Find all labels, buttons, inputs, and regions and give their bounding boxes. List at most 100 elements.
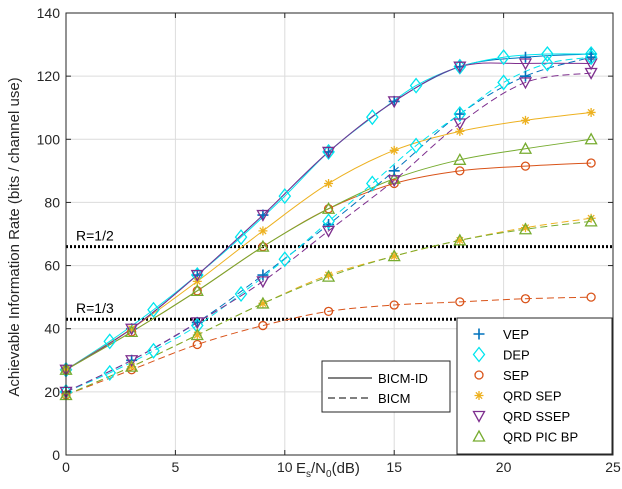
data-point-qrd-sep-dashed [389, 251, 399, 261]
data-point-dep-dashed [322, 213, 335, 230]
data-point-dep-dashed [584, 49, 598, 66]
data-point-qrd-pic-bp-dashed [584, 214, 598, 227]
legend-marker-qrd-sep [474, 391, 484, 400]
legend-label: QRD PIC BP [503, 430, 578, 445]
data-point-qrd-sep-solid [389, 145, 399, 155]
x-tick-label: 25 [605, 459, 621, 475]
legend-line-style: BICM-ID BICM [321, 360, 451, 413]
data-point-dep-solid [409, 77, 423, 94]
data-point-qrd-sep-dashed [192, 330, 202, 340]
y-tick-label: 20 [44, 384, 60, 400]
data-point-sep-solid [520, 161, 531, 171]
data-point-qrd-pic-bp-dashed [190, 328, 204, 341]
data-point-qrd-ssep-solid [321, 146, 336, 159]
data-point-vep-dashed [257, 269, 269, 281]
rate-annotation: R=1/3 [76, 300, 114, 316]
data-point-dep-dashed [541, 55, 554, 72]
y-tick-label: 80 [44, 194, 60, 210]
data-point-dep-solid [497, 49, 510, 66]
y-tick-label: 0 [52, 447, 60, 463]
x-tick-label: 0 [62, 459, 70, 475]
legend-marker-dep [472, 346, 486, 363]
data-point-qrd-pic-bp-solid [321, 201, 336, 214]
data-point-qrd-sep-solid [258, 226, 268, 236]
legend-bicm-id: BICM-ID [378, 371, 428, 386]
data-point-qrd-sep-dashed [520, 223, 530, 233]
data-point-dep-dashed [103, 364, 117, 381]
data-point-dep-solid [103, 333, 117, 350]
data-point-vep-dashed [454, 108, 466, 120]
y-tick-label: 140 [37, 5, 61, 21]
series-line-qrd-ssep-dashed [65, 72, 592, 393]
data-point-qrd-pic-bp-solid [190, 283, 204, 296]
data-point-qrd-sep-dashed [586, 213, 596, 223]
data-point-sep-dashed [389, 300, 399, 310]
series-markers [59, 45, 598, 401]
data-point-sep-dashed [323, 306, 334, 317]
series-line-sep-dashed [65, 296, 592, 396]
data-point-qrd-pic-bp-solid [584, 132, 598, 145]
data-point-qrd-ssep-solid [256, 209, 270, 222]
data-point-qrd-pic-bp-solid [125, 325, 139, 338]
data-point-dep-solid [278, 188, 292, 205]
legend-label: VEP [503, 327, 529, 342]
legend-label: QRD SSEP [503, 409, 570, 424]
data-point-qrd-ssep-solid [518, 58, 533, 71]
data-point-dep-solid [365, 109, 379, 126]
y-tick-label: 60 [44, 258, 60, 274]
data-point-vep-solid [519, 51, 531, 63]
legend-marker-sep [474, 370, 484, 380]
data-point-vep-dashed [585, 51, 597, 63]
data-point-qrd-sep-dashed [455, 235, 465, 245]
legend-marker-vep [473, 328, 485, 340]
data-point-qrd-pic-bp-dashed [256, 296, 270, 309]
data-point-qrd-ssep-dashed [453, 118, 467, 131]
y-tick-label: 40 [44, 321, 60, 337]
rate-annotation: R=1/2 [76, 228, 114, 244]
data-point-dep-solid [541, 45, 554, 63]
data-point-qrd-ssep-dashed [256, 276, 270, 289]
legend-label: DEP [503, 348, 530, 363]
data-point-qrd-pic-bp-solid [453, 152, 467, 165]
data-point-qrd-pic-bp-dashed [321, 269, 336, 282]
y-axis-label: Achievable Information Rate (bits / chan… [6, 77, 23, 396]
data-point-sep-dashed [520, 294, 531, 304]
data-point-qrd-sep-dashed [258, 298, 268, 308]
data-point-dep-dashed [234, 285, 248, 303]
y-tick-label: 100 [37, 131, 61, 147]
data-point-dep-dashed [278, 251, 292, 268]
rate-annotations: R=1/2 R=1/3 [76, 228, 114, 317]
data-point-qrd-sep-solid [455, 126, 465, 136]
data-point-qrd-pic-bp-dashed [387, 249, 401, 262]
data-point-qrd-pic-bp-solid [387, 171, 401, 184]
plot-frame [65, 12, 614, 456]
data-point-sep-solid [455, 166, 465, 176]
legend-label: QRD SEP [503, 389, 562, 404]
data-point-dep-dashed [409, 137, 423, 154]
data-point-qrd-ssep-dashed [584, 67, 598, 80]
data-point-qrd-ssep-dashed [387, 175, 401, 188]
data-point-qrd-pic-bp-solid [518, 141, 533, 154]
data-point-qrd-ssep-dashed [518, 77, 533, 90]
x-tick-label: 5 [172, 459, 180, 475]
legend-label: SEP [503, 368, 529, 383]
data-point-qrd-sep-solid [324, 178, 334, 188]
y-tick-label: 120 [37, 68, 61, 84]
data-point-dep-solid [234, 229, 248, 246]
data-point-sep-solid [586, 158, 596, 168]
data-point-qrd-sep-dashed [324, 270, 334, 280]
data-point-qrd-ssep-solid [190, 269, 204, 282]
data-point-dep-dashed [365, 175, 379, 192]
x-tick-label: 20 [496, 459, 512, 475]
data-point-qrd-ssep-dashed [125, 355, 139, 368]
data-point-qrd-ssep-solid [125, 323, 139, 336]
data-point-qrd-sep-solid [520, 115, 530, 125]
legend-bicm: BICM [378, 391, 411, 406]
data-point-dep-solid [147, 301, 160, 318]
data-point-qrd-ssep-dashed [190, 317, 204, 330]
axis-ticks: 0 5 10 15 20 25 0 20 40 60 80 100 120 140 [37, 5, 621, 475]
data-point-qrd-ssep-solid [387, 96, 401, 109]
data-point-sep-dashed [258, 320, 268, 331]
data-point-qrd-pic-bp-dashed [518, 222, 533, 235]
